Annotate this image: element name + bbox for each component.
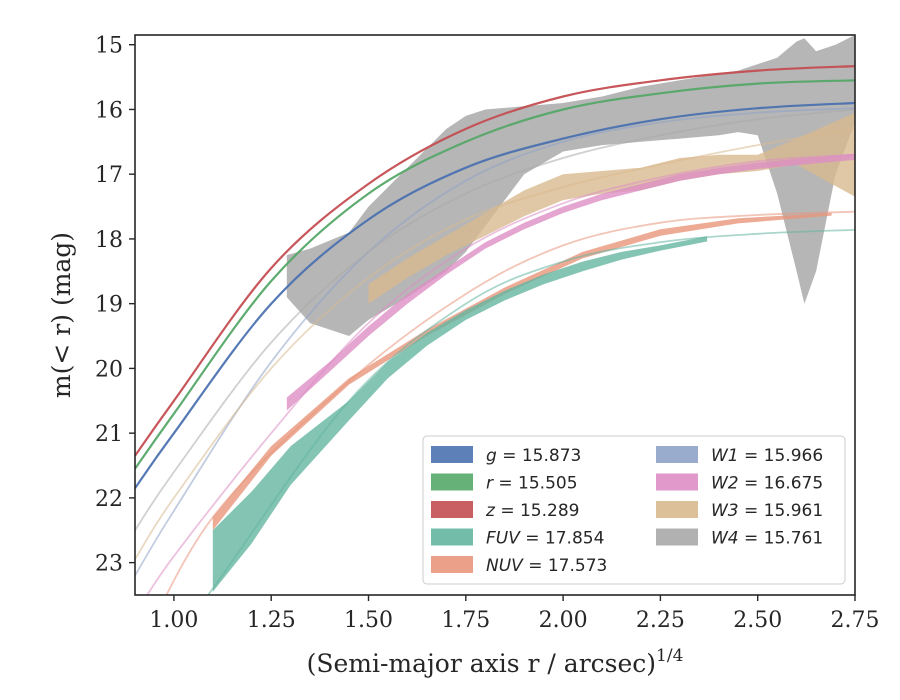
legend-swatch-z bbox=[431, 501, 473, 518]
band-w2 bbox=[286, 153, 855, 411]
x-tick-label: 2.00 bbox=[539, 608, 588, 633]
x-tick-label: 1.50 bbox=[344, 608, 393, 633]
x-axis-label: (Semi-major axis r / arcsec)1/4 bbox=[307, 646, 684, 678]
legend-swatch-r bbox=[431, 473, 473, 491]
x-tick-label: 1.25 bbox=[247, 608, 296, 633]
legend-label-nuv: NUV = 17.573 bbox=[486, 556, 607, 576]
plot-frame bbox=[134, 34, 856, 596]
legend-swatch-w2 bbox=[656, 473, 698, 491]
y-tick-label: 16 bbox=[95, 98, 123, 123]
legend-frame bbox=[422, 435, 846, 585]
legend-label-z: z = 15.289 bbox=[485, 501, 579, 521]
legend-swatch-g bbox=[431, 446, 473, 463]
y-tick-label: 22 bbox=[95, 487, 123, 512]
model-curves bbox=[135, 65, 855, 595]
curve-w1 bbox=[135, 107, 855, 577]
curve-z bbox=[135, 65, 855, 457]
legend-swatch-w1 bbox=[656, 446, 698, 463]
x-tick-label: 2.75 bbox=[831, 608, 880, 633]
curve-w3 bbox=[135, 128, 855, 560]
legend-swatch-w3 bbox=[656, 501, 698, 518]
legend: g = 15.873 r = 15.505 z = 15.289 FUV = 17.8… bbox=[422, 435, 846, 585]
plot-area bbox=[135, 35, 855, 595]
legend-swatch-fuv bbox=[431, 528, 473, 546]
curve-r bbox=[135, 79, 855, 470]
y-tick-label: 15 bbox=[95, 34, 123, 59]
legend-label-fuv: FUV = 17.854 bbox=[486, 529, 604, 549]
legend-swatch-nuv bbox=[431, 556, 473, 573]
x-axis-ticks: 1.00 1.25 1.50 1.75 2.00 2.25 2.50 2.75 bbox=[149, 595, 879, 633]
y-tick-label: 18 bbox=[95, 228, 123, 253]
band-w3 bbox=[368, 112, 855, 304]
y-tick-label: 23 bbox=[95, 552, 123, 577]
legend-label-w3: W3 = 15.961 bbox=[711, 501, 823, 521]
y-tick-label: 20 bbox=[95, 357, 123, 382]
x-tick-label: 1.75 bbox=[441, 608, 490, 633]
x-tick-label: 2.50 bbox=[733, 608, 782, 633]
y-tick-label: 21 bbox=[95, 422, 123, 447]
curve-g bbox=[135, 101, 855, 489]
legend-label-w1: W1 = 15.966 bbox=[711, 446, 823, 466]
uncertainty-bands bbox=[212, 35, 855, 592]
curve-fuv bbox=[206, 229, 855, 595]
y-axis-ticks: 15 16 17 18 19 20 21 22 23 bbox=[95, 34, 135, 577]
x-tick-label: 2.25 bbox=[636, 608, 685, 633]
legend-label-w2: W2 = 16.675 bbox=[711, 474, 823, 494]
y-tick-label: 19 bbox=[95, 293, 123, 318]
curve-nuv bbox=[165, 210, 855, 595]
legend-label-r: r = 15.505 bbox=[486, 474, 578, 494]
legend-label-g: g = 15.873 bbox=[486, 446, 581, 466]
curve-w2 bbox=[146, 153, 855, 595]
curve-w4 bbox=[135, 108, 855, 531]
legend-swatch-w4 bbox=[656, 528, 698, 546]
x-tick-label: 1.00 bbox=[149, 608, 198, 633]
y-tick-label: 17 bbox=[95, 163, 123, 188]
y-axis-label: m(< r) (mag) bbox=[47, 232, 76, 398]
legend-label-w4: W4 = 15.761 bbox=[711, 529, 823, 549]
